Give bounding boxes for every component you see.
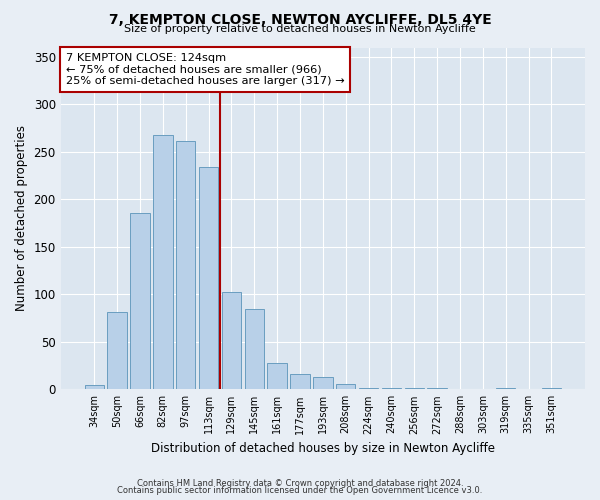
Text: 7, KEMPTON CLOSE, NEWTON AYCLIFFE, DL5 4YE: 7, KEMPTON CLOSE, NEWTON AYCLIFFE, DL5 4… (109, 12, 491, 26)
Bar (359, 388, 378, 390)
Bar (221, 292, 241, 390)
Text: Contains public sector information licensed under the Open Government Licence v3: Contains public sector information licen… (118, 486, 482, 495)
Y-axis label: Number of detached properties: Number of detached properties (15, 126, 28, 312)
Text: 7 KEMPTON CLOSE: 124sqm
← 75% of detached houses are smaller (966)
25% of semi-d: 7 KEMPTON CLOSE: 124sqm ← 75% of detache… (66, 52, 344, 86)
Bar (542, 388, 561, 390)
Bar (404, 388, 424, 390)
Bar (336, 384, 355, 390)
Bar (245, 308, 264, 390)
Bar (382, 388, 401, 390)
Bar (496, 388, 515, 390)
X-axis label: Distribution of detached houses by size in Newton Aycliffe: Distribution of detached houses by size … (151, 442, 495, 455)
Bar (107, 312, 127, 390)
Bar (85, 384, 104, 390)
Bar (268, 362, 287, 390)
Text: Size of property relative to detached houses in Newton Aycliffe: Size of property relative to detached ho… (124, 24, 476, 34)
Bar (313, 377, 332, 390)
Bar (176, 140, 196, 390)
Text: Contains HM Land Registry data © Crown copyright and database right 2024.: Contains HM Land Registry data © Crown c… (137, 478, 463, 488)
Bar (153, 135, 173, 390)
Bar (199, 167, 218, 390)
Bar (130, 212, 149, 390)
Bar (427, 388, 447, 390)
Bar (290, 374, 310, 390)
